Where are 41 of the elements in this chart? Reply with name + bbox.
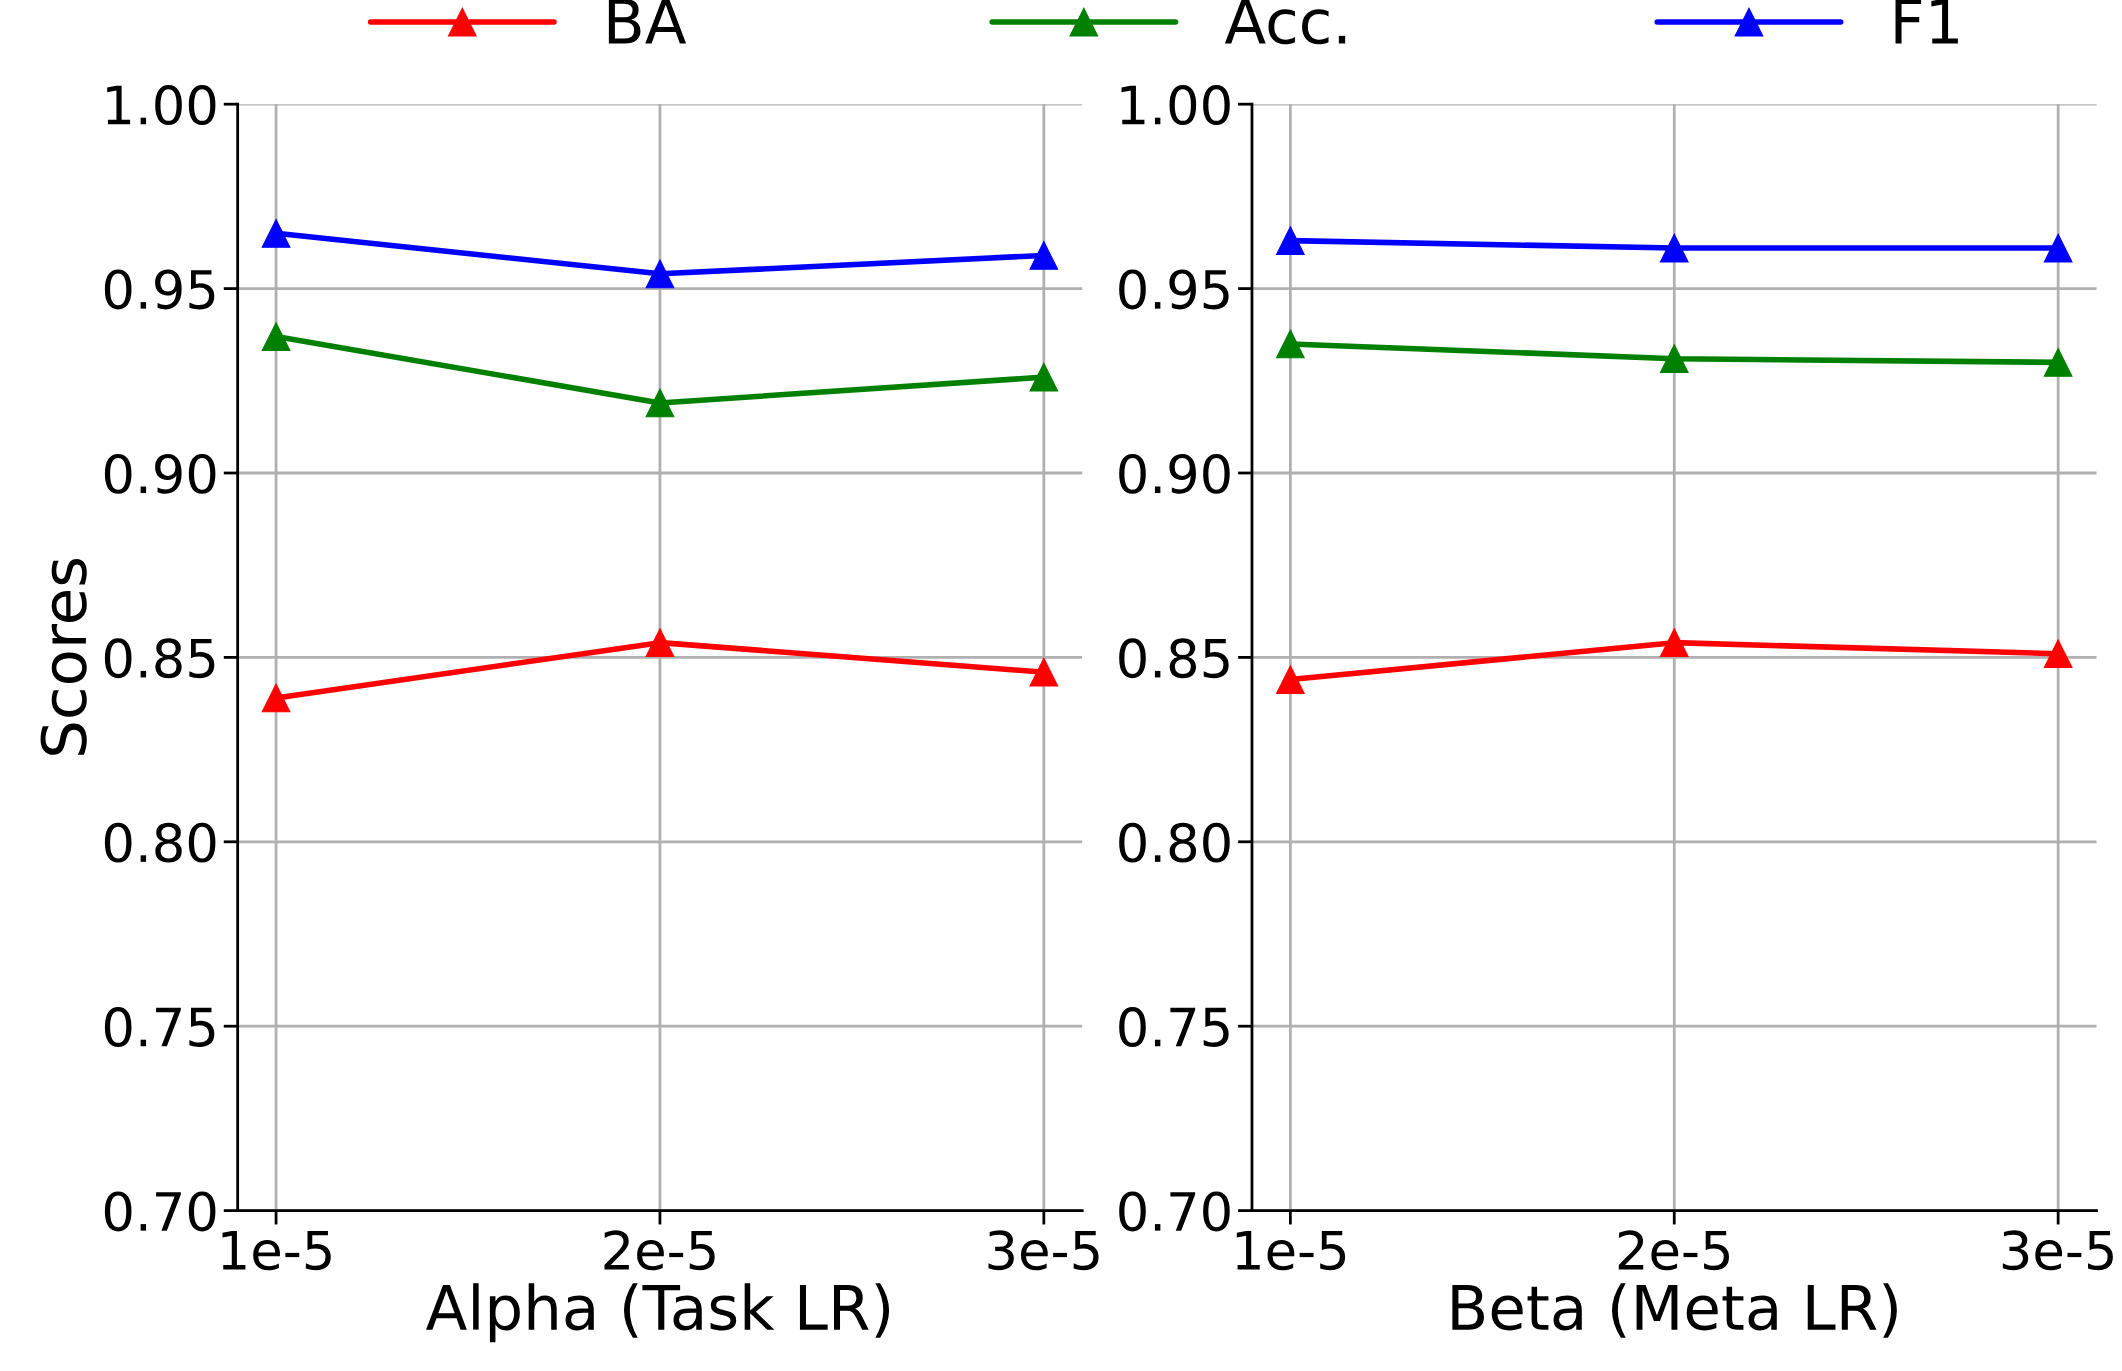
y-tick-label: 0.95 xyxy=(104,269,215,310)
y-tick-label: 0.75 xyxy=(1119,1007,1229,1047)
y-tick-label: 1.00 xyxy=(1121,85,1230,125)
x-tick-label: 2e-5 xyxy=(604,1230,715,1271)
y-tick-label: 0.80 xyxy=(104,822,216,863)
point xyxy=(1659,344,1689,374)
x-axis-title: Alpha (Task LR) xyxy=(426,1283,890,1343)
y-tick-label: 0.90 xyxy=(1119,453,1230,494)
point xyxy=(1029,241,1059,270)
point xyxy=(1659,628,1689,658)
point xyxy=(261,218,291,248)
y-tick-label: 0.80 xyxy=(1119,822,1230,863)
x-tick-label: 1e-5 xyxy=(1236,1230,1346,1271)
y-tick-label: 0.85 xyxy=(104,638,215,679)
point xyxy=(1275,665,1305,694)
y-tick-label: 0.95 xyxy=(1119,269,1229,310)
point xyxy=(645,259,675,289)
point xyxy=(1029,362,1059,392)
y-tick-label: 0.70 xyxy=(104,1191,216,1232)
point xyxy=(1275,226,1305,256)
y-tick-label: 0.70 xyxy=(1119,1191,1230,1232)
point xyxy=(261,683,291,713)
point xyxy=(1275,329,1305,359)
point xyxy=(1659,233,1689,263)
x-tick-label: 2e-5 xyxy=(1618,1230,1729,1271)
point xyxy=(1029,657,1059,687)
x-axis-title: Beta (Meta LR) xyxy=(1452,1283,1897,1338)
y-tick-label: 0.75 xyxy=(104,1007,215,1047)
x-tick-label: 3e-5 xyxy=(2002,1230,2113,1271)
y-tick-label: 0.85 xyxy=(1119,638,1229,679)
point xyxy=(645,628,675,658)
x-tick-label: 3e-5 xyxy=(988,1230,1099,1271)
point xyxy=(2043,639,2073,669)
y-tick-label: 1.00 xyxy=(107,85,216,125)
point xyxy=(2043,347,2073,377)
point xyxy=(645,388,675,418)
point xyxy=(2043,233,2073,263)
y-tick-label: 0.90 xyxy=(104,453,216,494)
point xyxy=(261,322,291,351)
y-axis-title: Scores xyxy=(40,558,87,755)
x-tick-label: 1e-5 xyxy=(222,1230,331,1271)
